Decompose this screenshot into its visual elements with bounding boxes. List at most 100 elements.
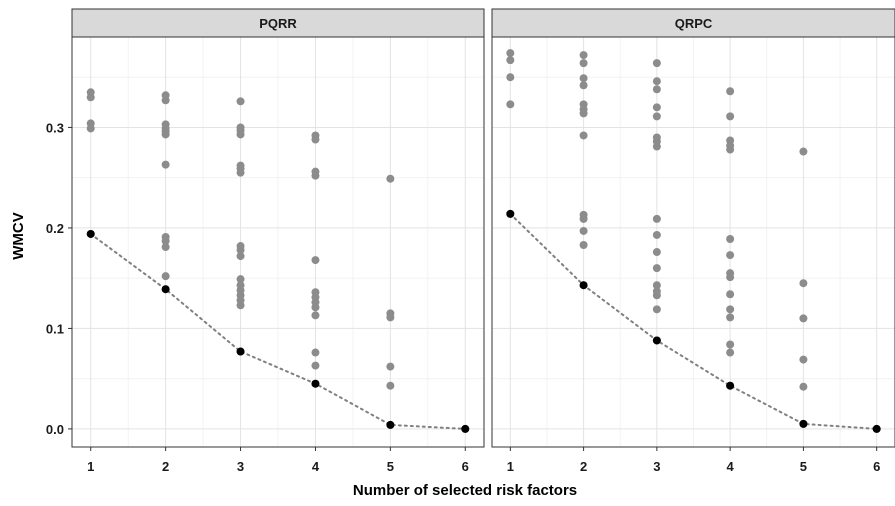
best-model-point [236, 347, 245, 356]
x-tick-label: 1 [507, 459, 514, 474]
best-model-point [461, 424, 470, 433]
model-point [236, 97, 245, 106]
facet-strip-label: QRPC [675, 16, 713, 31]
model-point [799, 279, 808, 288]
model-point [799, 355, 808, 364]
model-point [799, 314, 808, 323]
panel-qrpc: QRPC 1 2 3 4 5 6 [491, 8, 895, 474]
x-tick-label: 6 [462, 459, 469, 474]
model-point [726, 340, 735, 349]
model-point [311, 256, 320, 265]
x-tick-label: 2 [162, 459, 169, 474]
model-point [86, 93, 95, 102]
model-point [579, 214, 588, 223]
model-point [579, 109, 588, 118]
model-point [386, 313, 395, 322]
model-point [236, 301, 245, 310]
model-point [652, 264, 661, 273]
x-tick-label: 4 [727, 459, 735, 474]
x-axis-title: Number of selected risk factors [353, 482, 577, 499]
model-point [652, 291, 661, 300]
best-model-point [311, 379, 320, 388]
model-point [236, 168, 245, 177]
model-point [579, 74, 588, 83]
model-point [311, 303, 320, 312]
model-point [311, 135, 320, 144]
model-point [386, 362, 395, 371]
model-point [579, 51, 588, 60]
model-point [652, 281, 661, 290]
best-model-point [86, 229, 95, 238]
model-point [726, 251, 735, 260]
best-model-point [872, 424, 881, 433]
model-point [161, 130, 170, 139]
y-axis-title: WMCV [10, 212, 27, 260]
model-point [726, 305, 735, 314]
model-point [652, 214, 661, 223]
panel-border [491, 36, 895, 448]
model-point [506, 49, 515, 58]
model-point [311, 171, 320, 180]
model-point [579, 241, 588, 250]
model-point [652, 305, 661, 314]
best-model-point [579, 281, 588, 290]
model-point [161, 272, 170, 281]
model-point [799, 382, 808, 391]
y-tick-label: 0.1 [46, 321, 64, 336]
model-point [652, 142, 661, 151]
panel-border [71, 36, 485, 448]
model-point [652, 103, 661, 112]
best-model-point [726, 381, 735, 390]
model-point [726, 234, 735, 243]
model-point [506, 56, 515, 65]
model-point [386, 174, 395, 183]
y-tick-label: 0.2 [46, 221, 64, 236]
model-point [161, 243, 170, 252]
y-tick-label: 0.0 [46, 422, 64, 437]
best-model-line [509, 212, 878, 430]
panels: PQRR 1 2 3 4 5 6 0.0 0.1 0.2 0.3 QRPC 1 2 3 4 5 6 [46, 8, 895, 474]
model-point [726, 145, 735, 154]
model-point [652, 112, 661, 121]
x-tick-label: 5 [387, 459, 394, 474]
best-model-line [89, 233, 467, 430]
panel-pqrr: PQRR 1 2 3 4 5 6 0.0 0.1 0.2 0.3 [46, 8, 485, 474]
model-point [311, 311, 320, 320]
model-point [652, 85, 661, 94]
model-point [161, 96, 170, 105]
model-point [579, 59, 588, 68]
model-point [799, 147, 808, 156]
model-point [652, 59, 661, 68]
model-point [506, 73, 515, 82]
model-point [579, 226, 588, 235]
model-point [726, 348, 735, 357]
facet-strip-label: PQRR [259, 16, 297, 31]
facet-strip [71, 8, 485, 38]
model-point [652, 230, 661, 239]
model-point [311, 348, 320, 357]
best-model-point [652, 336, 661, 345]
model-point [652, 248, 661, 257]
x-tick-label: 3 [237, 459, 244, 474]
model-point [506, 100, 515, 109]
x-tick-label: 6 [873, 459, 880, 474]
model-point [726, 112, 735, 121]
x-tick-label: 4 [312, 459, 320, 474]
model-point [311, 361, 320, 370]
model-point [726, 290, 735, 299]
best-model-point [799, 419, 808, 428]
best-model-point [161, 285, 170, 294]
model-point [726, 87, 735, 96]
model-point [726, 313, 735, 322]
model-point [86, 124, 95, 133]
best-model-point [506, 209, 515, 218]
model-point [236, 130, 245, 139]
model-point [386, 381, 395, 390]
model-point [161, 160, 170, 169]
y-tick-label: 0.3 [46, 120, 64, 135]
x-tick-label: 1 [87, 459, 94, 474]
model-point [579, 131, 588, 140]
x-tick-label: 2 [580, 459, 587, 474]
